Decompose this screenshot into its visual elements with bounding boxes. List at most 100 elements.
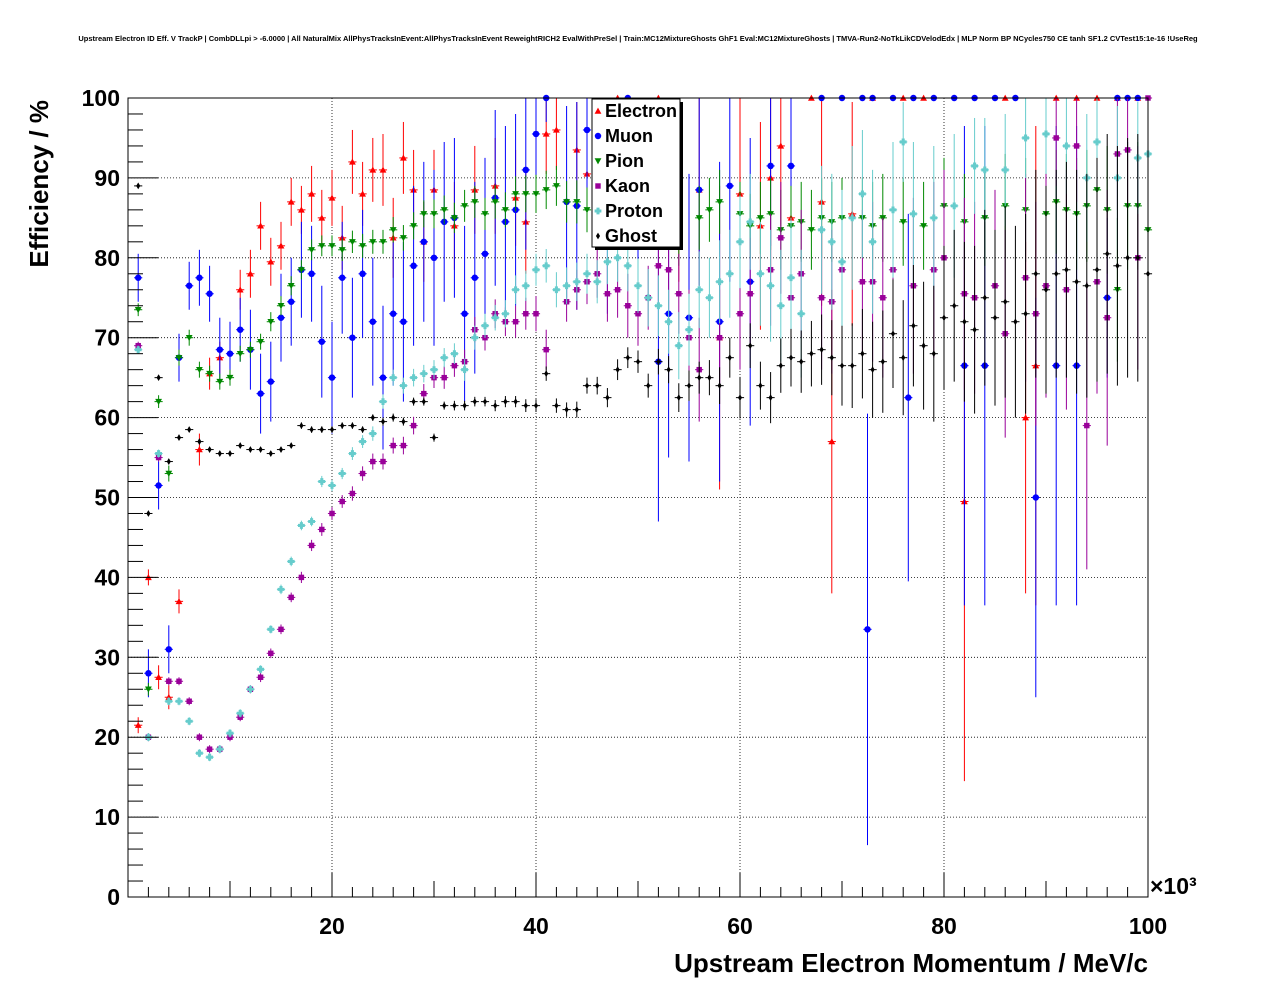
data-point [901, 354, 906, 362]
data-point [389, 310, 397, 317]
y-tick-label: 80 [94, 245, 120, 271]
data-point [828, 438, 836, 445]
data-point [287, 298, 295, 305]
data-point [697, 374, 702, 382]
data-point [216, 378, 224, 386]
data-point [553, 126, 560, 133]
data-point [421, 390, 427, 397]
data-point [328, 374, 336, 381]
data-point [905, 394, 912, 401]
data-point [267, 378, 275, 385]
data-point [308, 270, 315, 278]
data-point [175, 354, 183, 362]
data-point [604, 258, 611, 266]
data-point [532, 266, 540, 274]
data-point [430, 211, 438, 218]
data-point [390, 442, 396, 449]
data-point [635, 311, 641, 317]
data-point [227, 450, 233, 457]
data-point [880, 358, 885, 366]
data-point [308, 518, 315, 525]
data-point [360, 426, 365, 433]
y-tick-label: 0 [107, 884, 120, 910]
data-point [493, 402, 498, 410]
data-point [318, 478, 326, 485]
data-point [359, 243, 366, 250]
data-point [257, 674, 264, 680]
data-point [595, 382, 600, 390]
data-point [328, 482, 336, 489]
data-point [410, 262, 417, 270]
data-point [899, 219, 907, 226]
y-tick-label: 10 [94, 804, 120, 830]
data-point [440, 207, 448, 214]
legend-label-muon: Muon [605, 126, 653, 146]
data-point [349, 334, 356, 341]
data-point [299, 422, 304, 429]
data-point [482, 398, 488, 406]
data-point [319, 526, 325, 533]
data-point [400, 442, 407, 449]
data-point [339, 498, 345, 505]
data-point [522, 282, 530, 290]
data-point [1094, 266, 1100, 274]
data-point [196, 446, 203, 453]
axes: 20 40 60 80 100 0 10 20 30 40 50 60 70 80 90 100 [82, 85, 1168, 939]
data-point [665, 267, 672, 273]
data-point [411, 398, 416, 406]
data-point [634, 282, 642, 290]
data-point [298, 522, 305, 529]
data-point [155, 482, 162, 489]
data-point [389, 227, 397, 234]
legend[interactable]: Electron Muon Pion Kaon Proton Ghost [591, 98, 683, 250]
data-point [848, 214, 856, 222]
data-point [563, 199, 570, 206]
data-point [890, 330, 896, 338]
data-point [533, 402, 539, 410]
x-tick-label: 40 [523, 913, 549, 939]
data-point [787, 274, 795, 282]
data-point [1032, 494, 1040, 501]
data-point [716, 278, 723, 286]
x-tick-label: 20 [319, 913, 345, 939]
data-point [359, 438, 366, 445]
data-point [391, 414, 396, 421]
series-ghost [134, 133, 1153, 517]
data-point [236, 286, 244, 293]
legend-marker-kaon [595, 183, 601, 189]
data-point [675, 342, 683, 350]
y-tick-label: 20 [94, 724, 120, 750]
data-point [236, 709, 244, 717]
data-point [635, 358, 641, 366]
data-point [614, 287, 621, 293]
data-point [380, 418, 386, 425]
data-point [788, 354, 794, 362]
data-point [176, 434, 182, 441]
data-point [706, 207, 713, 214]
data-point [808, 227, 815, 234]
data-point [656, 358, 661, 366]
data-point [1084, 282, 1089, 290]
data-point [829, 354, 834, 362]
data-point [165, 470, 173, 477]
legend-label-kaon: Kaon [605, 176, 650, 196]
data-point [257, 222, 264, 229]
data-point [380, 458, 386, 465]
data-point [206, 290, 213, 297]
data-point [134, 274, 142, 282]
data-point [889, 206, 897, 214]
data-point [726, 182, 734, 190]
data-point [491, 314, 499, 322]
data-point [736, 238, 744, 246]
data-point [502, 207, 509, 214]
data-point [379, 398, 387, 406]
data-point [880, 295, 886, 301]
data-point [971, 162, 978, 170]
data-point [277, 314, 285, 321]
data-point [369, 239, 377, 246]
data-point [257, 338, 264, 346]
data-point [329, 426, 335, 433]
data-point [268, 650, 274, 657]
data-point [226, 350, 234, 357]
data-point [583, 207, 591, 214]
